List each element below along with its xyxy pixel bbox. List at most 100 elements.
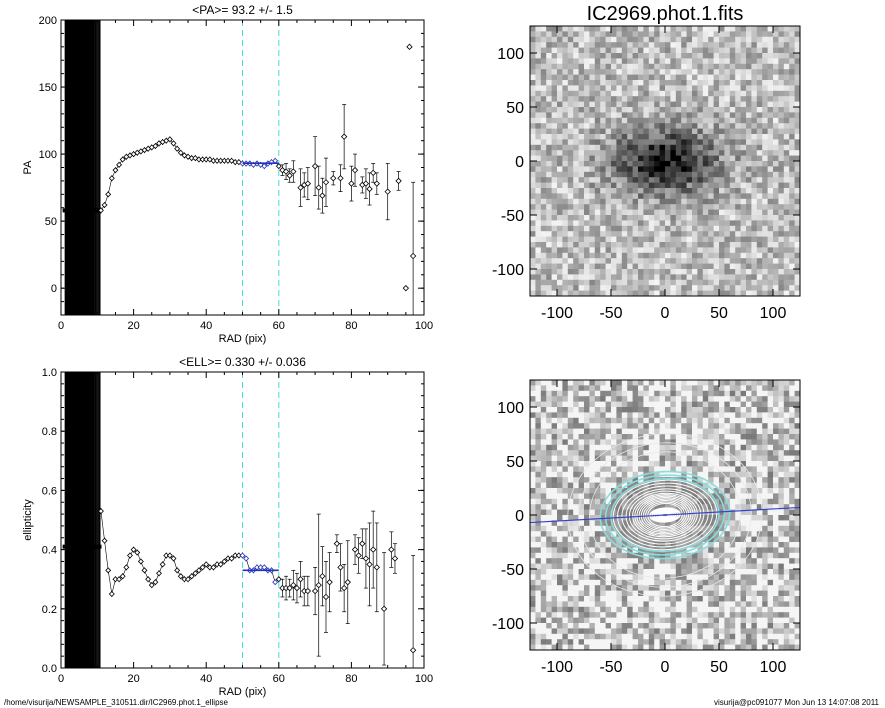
image-pixel	[573, 412, 579, 419]
image-pixel	[573, 385, 579, 392]
image-pixel	[675, 455, 682, 462]
image-pixel	[600, 155, 606, 162]
image-pixel	[589, 123, 596, 129]
image-pixel	[600, 558, 606, 564]
image-pixel	[762, 188, 768, 194]
image-pixel	[654, 542, 660, 548]
image-pixel	[573, 466, 579, 473]
image-pixel	[783, 204, 790, 210]
image-pixel	[659, 450, 666, 456]
data-point	[119, 156, 126, 163]
image-pixel	[686, 85, 693, 92]
image-pixel	[530, 252, 536, 259]
image-pixel	[719, 231, 725, 237]
image-pixel	[778, 525, 785, 532]
inner-data-point	[97, 544, 102, 549]
image-pixel	[648, 215, 655, 221]
image-pixel	[540, 396, 547, 402]
pa-inner-band	[62, 20, 102, 315]
image-pixel	[616, 188, 623, 194]
image-pixel	[713, 155, 720, 162]
image-pixel	[551, 198, 558, 205]
image-pixel	[578, 90, 585, 97]
image-pixel	[616, 252, 623, 259]
image-pixel	[751, 198, 758, 205]
image-pixel	[751, 434, 758, 440]
image-pixel	[756, 220, 763, 227]
image-pixel	[638, 69, 644, 75]
image-pixel	[621, 558, 628, 564]
data-point	[112, 167, 119, 174]
image-pixel	[762, 417, 768, 424]
image-pixel	[762, 85, 768, 92]
image-pixel	[675, 258, 682, 264]
image-pixel	[724, 144, 731, 151]
image-pixel	[530, 150, 536, 156]
image-pixel	[535, 477, 542, 483]
image-pixel	[778, 63, 785, 70]
image-pixel	[632, 242, 639, 248]
image-pixel	[562, 423, 569, 429]
image-pixel	[783, 58, 790, 65]
image-pixel	[643, 188, 650, 194]
image-pixel	[697, 525, 704, 532]
image-pixel	[594, 150, 601, 156]
image-pixel	[551, 542, 558, 548]
image-pixel	[762, 407, 768, 413]
image-pixel	[773, 80, 779, 86]
image-pixel	[681, 215, 687, 221]
image-pixel	[621, 171, 628, 178]
image-pixel	[702, 498, 709, 505]
image-pixel	[670, 209, 677, 216]
image-pixel	[740, 471, 747, 478]
image-pixel	[632, 42, 639, 48]
image-pixel	[643, 242, 650, 248]
image-pixel	[638, 279, 644, 286]
image-pixel	[557, 390, 563, 397]
image-pixel	[584, 90, 590, 97]
image-pixel	[632, 493, 639, 500]
image-pixel	[670, 155, 677, 162]
image-pixel	[659, 390, 666, 397]
image-pixel	[724, 47, 731, 54]
image-pixel	[584, 225, 590, 232]
image-pixel	[627, 231, 633, 237]
image-pixel	[702, 182, 709, 189]
image-pixel	[600, 274, 606, 281]
image-pixel	[729, 444, 736, 451]
image-pixel	[627, 198, 633, 205]
image-pixel	[562, 242, 569, 248]
image-pixel	[557, 90, 563, 97]
image-pixel	[751, 525, 758, 532]
image-pixel	[557, 290, 563, 297]
image-pixel	[535, 220, 542, 227]
image-pixel	[546, 547, 552, 554]
image-pixel	[686, 274, 693, 281]
image-pixel	[562, 193, 569, 200]
image-pixel	[713, 150, 720, 156]
image-pixel	[783, 455, 790, 462]
image-pixel	[551, 423, 558, 429]
image-pixel	[627, 204, 633, 210]
image-pixel	[546, 439, 552, 446]
image-pixel	[789, 461, 795, 467]
image-pixel	[600, 279, 606, 286]
image-pixel	[573, 80, 579, 86]
image-pixel	[746, 161, 752, 167]
image-pixel	[621, 428, 628, 435]
image-pixel	[789, 390, 795, 397]
image-pixel	[578, 101, 585, 108]
image-pixel	[789, 520, 795, 527]
image-pixel	[681, 547, 687, 554]
image-pixel	[616, 96, 623, 102]
image-pixel	[540, 504, 547, 510]
image-pixel	[573, 155, 579, 162]
image-pixel	[654, 428, 660, 435]
image-pixel	[594, 117, 601, 124]
image-pixel	[794, 236, 801, 243]
image-pixel	[665, 466, 671, 473]
image-pixel	[719, 477, 725, 483]
image-pixel	[794, 558, 801, 564]
image-pixel	[605, 150, 612, 156]
image-pixel	[756, 166, 763, 173]
